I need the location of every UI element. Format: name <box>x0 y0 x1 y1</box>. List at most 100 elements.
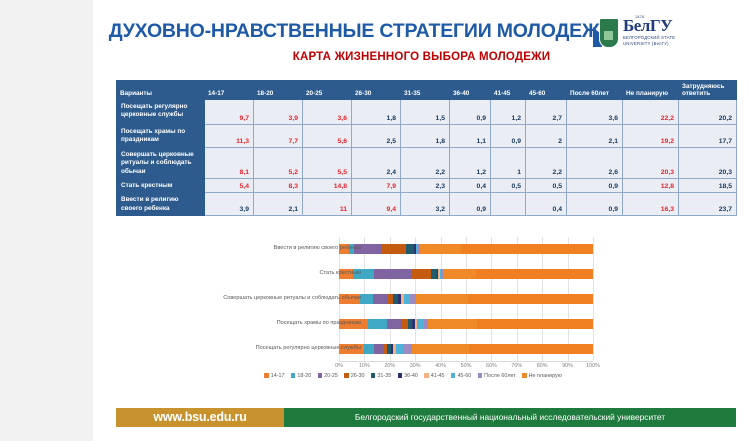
chart-legend-swatch <box>450 373 456 378</box>
chart-x-tick: 60% <box>485 363 497 369</box>
chart-bar-segment <box>339 294 360 304</box>
table-cell: 2,2 <box>525 146 567 180</box>
table-col-header: 31-35 <box>400 80 450 100</box>
table-cell: 23,7 <box>678 192 737 217</box>
chart-bar-stack <box>339 294 593 304</box>
chart-legend: 14-17 18-20 20-25 26-30 31-35 36-40 41-45 45-60… <box>203 373 623 379</box>
logo-wordmark: БелГУ <box>623 16 673 35</box>
chart-bar-segment <box>401 294 404 304</box>
table-cell: 2,6 <box>566 146 623 180</box>
chart-legend-label: 14-17 <box>270 373 285 379</box>
chart-bar-segment <box>407 318 413 329</box>
chart-category-label: Ввести в религию своего ребенка <box>273 245 361 252</box>
table-cell: 14,8 <box>302 178 352 194</box>
table-cell: 0,5 <box>490 178 526 194</box>
chart-legend-label: После 60лет <box>484 373 516 379</box>
chart-legend-swatch <box>344 373 349 378</box>
table-cell: 0,9 <box>449 99 491 125</box>
chart-bar-stack <box>339 244 593 255</box>
table-row: Совершать церковные ритуалы и соблюдать … <box>116 146 737 180</box>
chart-legend-item[interactable]: 36-40 <box>397 373 418 379</box>
chart-x-axis <box>339 361 593 362</box>
belgu-logo: 1876 БелГУ БЕЛГОРОДСКИЙ STATE UNIVERSITY… <box>593 15 687 53</box>
table-row-label: Посещать регулярно церковные службы <box>116 99 205 125</box>
table-row: Ввести в религию своего ребенка 3,9 2,1 … <box>116 192 737 217</box>
chart-legend-item[interactable]: 20-25 <box>317 373 338 379</box>
chart-legend-item[interactable]: Не планирую <box>522 373 562 379</box>
table-col-header: 26-30 <box>351 80 401 100</box>
table-row: Посещать храмы по праздникам 11,3 7,7 5,… <box>116 124 737 148</box>
chart-legend-item[interactable]: 26-30 <box>344 373 365 379</box>
table-cell <box>490 192 526 217</box>
table-cell: 7,9 <box>351 178 401 194</box>
chart-bar-segment <box>386 294 393 304</box>
chart-bar-segment <box>403 343 413 354</box>
chart-legend-item[interactable]: 18-20 <box>290 373 311 379</box>
chart-x-tick: 80% <box>536 363 548 369</box>
chart-legend-item[interactable]: 31-35 <box>370 373 391 379</box>
table-col-header: 41-45 <box>490 80 526 100</box>
chart-legend-swatch <box>370 373 376 378</box>
chart-legend-item[interactable]: 41-45 <box>424 373 445 379</box>
chart-bar-stack <box>339 343 593 354</box>
chart-bar-segment <box>387 318 402 329</box>
slide-canvas: ДУХОВНО-НРАВСТВЕННЫЕ СТРАТЕГИИ МОЛОДЕЖИ … <box>93 0 750 441</box>
table-cell: 0,9 <box>566 192 623 217</box>
chart-bar-segment <box>373 343 383 354</box>
chart-bar-segment <box>352 269 374 280</box>
slide-header: ДУХОВНО-НРАВСТВЕННЫЕ СТРАТЕГИИ МОЛОДЕЖИ … <box>93 10 750 48</box>
table-col-header: Затрудняюсь ответить <box>678 80 737 100</box>
chart-bar-segment <box>354 244 383 255</box>
table-cell: 1 <box>490 146 526 180</box>
chart-category-label: Посещать храмы по праздникам <box>276 319 361 326</box>
table-col-header: 18-20 <box>253 80 303 100</box>
chart-bar-stack <box>339 318 593 329</box>
chart-legend-label: 41-45 <box>430 373 445 379</box>
chart-bar-segment <box>422 318 428 329</box>
chart-legend-item[interactable]: 14-17 <box>264 373 285 379</box>
table-cell: 11,3 <box>204 124 254 148</box>
table-cell: 3,9 <box>204 192 254 217</box>
footer-university-name: Белгородский государственный национальны… <box>284 408 736 427</box>
chart-legend-item[interactable]: После 60лет <box>477 373 516 379</box>
table-header-row: Варианты 14-17 18-20 20-25 26-30 31-35 3… <box>116 80 737 100</box>
chart-bar-segment <box>387 343 392 354</box>
table-cell: 3,9 <box>253 99 303 125</box>
chart-bar-segment <box>339 269 353 280</box>
table-cell: 2,2 <box>400 146 450 180</box>
stacked-bar-chart: 0% 10% 20% 30% 40% 50% 60% 70% 80% 90% 100% Посеща… <box>203 233 623 388</box>
data-table-container: Варианты 14-17 18-20 20-25 26-30 31-35 3… <box>116 80 737 217</box>
chart-legend-swatch <box>477 373 483 378</box>
footer-url[interactable]: www.bsu.edu.ru <box>116 408 284 427</box>
chart-bar-segment <box>398 294 402 304</box>
table-col-header: 45-60 <box>525 80 567 100</box>
table-cell: 1,8 <box>400 124 450 148</box>
chart-bar-stack <box>339 269 593 280</box>
table-cell: 8,1 <box>204 146 254 180</box>
chart-bar-segment <box>367 318 388 329</box>
chart-bar-segment <box>440 269 444 280</box>
chart-category-label: Стать крестным <box>319 270 361 277</box>
logo-subline-1: БЕЛГОРОДСКИЙ STATE <box>623 35 676 40</box>
chart-bar-segment <box>406 244 415 255</box>
chart-bar-segment <box>417 318 423 329</box>
table-cell: 9,4 <box>351 192 401 217</box>
chart-bar-segment <box>431 269 438 280</box>
chart-x-tick: 40% <box>435 363 446 369</box>
chart-bar-segment <box>392 294 399 304</box>
chart-plot-area <box>339 237 594 361</box>
chart-legend-label: 20-25 <box>324 373 338 379</box>
chart-legend-item[interactable]: 45-60 <box>450 373 471 379</box>
chart-bar-segment <box>438 269 440 280</box>
chart-bar-segment <box>382 244 407 255</box>
table-cell: 0,9 <box>490 124 526 148</box>
table-cell: 20,3 <box>622 146 679 180</box>
table-cell: 0,4 <box>449 178 491 194</box>
table-cell: 19,2 <box>622 124 679 148</box>
chart-bar-segment <box>339 244 349 255</box>
logo-subline-2: UNIVERSITY (БелГУ) <box>623 41 669 46</box>
table-cell: 3,6 <box>302 99 352 125</box>
table-cell: 0,5 <box>525 178 567 194</box>
table-cell: 0,4 <box>525 192 567 217</box>
table-cell: 7,7 <box>253 124 303 148</box>
